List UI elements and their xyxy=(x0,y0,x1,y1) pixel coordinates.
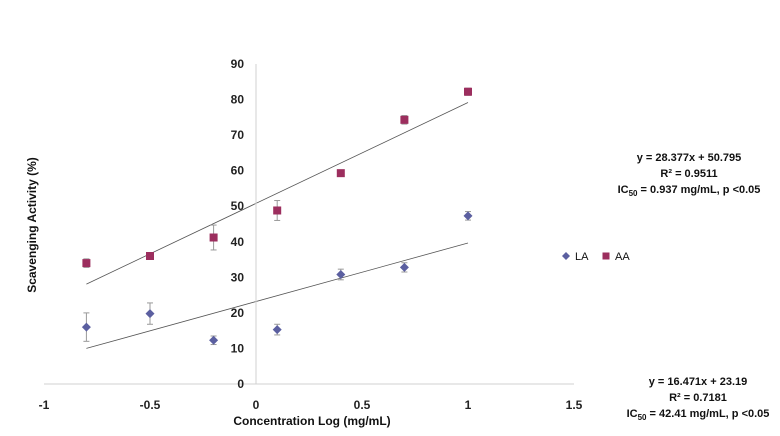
legend-marker-aa xyxy=(602,252,610,260)
marker-diamond xyxy=(272,325,282,335)
data-point-la xyxy=(272,323,282,336)
data-point-aa xyxy=(400,115,409,125)
marker-square xyxy=(273,206,282,215)
x-tick-label: 1 xyxy=(465,398,472,412)
x-axis-title: Concentration Log (mg/mL) xyxy=(233,414,390,428)
legend-marker-la xyxy=(562,252,570,260)
x-tick-label: -0.5 xyxy=(140,398,161,412)
data-marks xyxy=(81,87,473,346)
marker-diamond xyxy=(399,262,409,272)
data-point-aa xyxy=(273,200,282,221)
data-point-la xyxy=(336,268,346,281)
annotation-aa-ic50: IC50 = 0.937 mg/mL, p <0.05 xyxy=(617,184,761,199)
tick-labels: -1 -0.5 0 0.5 1 1.5 0 10 20 30 40 50 60 70 80 90 xyxy=(39,57,583,412)
annotation-aa: y = 28.377x + 50.795 R² = 0.9511 IC50 = … xyxy=(614,150,764,202)
x-tick-label: 1.5 xyxy=(566,398,583,412)
data-point-la xyxy=(399,262,409,273)
marker-square xyxy=(82,259,91,268)
legend-label-la: LA xyxy=(575,251,589,263)
y-tick-label: 80 xyxy=(231,93,245,107)
marker-diamond xyxy=(463,211,473,221)
y-tick-label: 40 xyxy=(231,235,245,249)
y-tick-label: 30 xyxy=(231,270,245,284)
data-point-aa xyxy=(209,224,218,251)
y-tick-label: 0 xyxy=(237,377,244,391)
annotation-la-r2: R² = 0.7181 xyxy=(669,392,727,404)
y-tick-label: 50 xyxy=(231,199,245,213)
annotation-la: y = 16.471x + 23.19 R² = 0.7181 IC50 = 4… xyxy=(616,374,780,426)
marker-square xyxy=(209,233,218,242)
legend-label-aa: AA xyxy=(615,251,630,263)
marker-square xyxy=(336,169,345,178)
data-point-aa xyxy=(146,252,154,260)
y-tick-label: 70 xyxy=(231,128,245,142)
annotation-aa-equation: y = 28.377x + 50.795 xyxy=(636,152,742,164)
data-point-la xyxy=(81,312,91,342)
data-point-la xyxy=(145,302,155,325)
y-tick-label: 20 xyxy=(231,306,245,320)
legend: LA AA xyxy=(562,251,630,263)
annotation-la-ic50: IC50 = 42.41 mg/mL, p <0.05 xyxy=(626,408,770,423)
marker-square xyxy=(400,115,409,124)
marker-square xyxy=(146,252,154,260)
y-tick-label: 60 xyxy=(231,164,245,178)
marker-diamond xyxy=(145,309,155,319)
data-point-la xyxy=(209,335,219,346)
axes xyxy=(44,64,574,385)
marker-diamond xyxy=(209,335,219,345)
annotation-la-equation: y = 16.471x + 23.19 xyxy=(648,376,748,388)
x-tick-label: 0 xyxy=(253,398,260,412)
data-point-aa xyxy=(336,169,345,178)
marker-diamond xyxy=(81,322,91,332)
data-point-la xyxy=(463,211,473,221)
marker-diamond xyxy=(336,269,346,279)
y-tick-label: 10 xyxy=(231,341,245,355)
x-tick-label: -1 xyxy=(39,398,50,412)
y-axis-title: Scavenging Activity (%) xyxy=(25,157,39,293)
y-tick-label: 90 xyxy=(231,57,245,71)
trendline-la xyxy=(86,242,469,349)
data-point-aa xyxy=(464,87,472,96)
x-tick-label: 0.5 xyxy=(354,398,371,412)
marker-square xyxy=(464,87,472,96)
data-point-aa xyxy=(82,258,91,268)
annotation-aa-r2: R² = 0.9511 xyxy=(660,168,718,180)
